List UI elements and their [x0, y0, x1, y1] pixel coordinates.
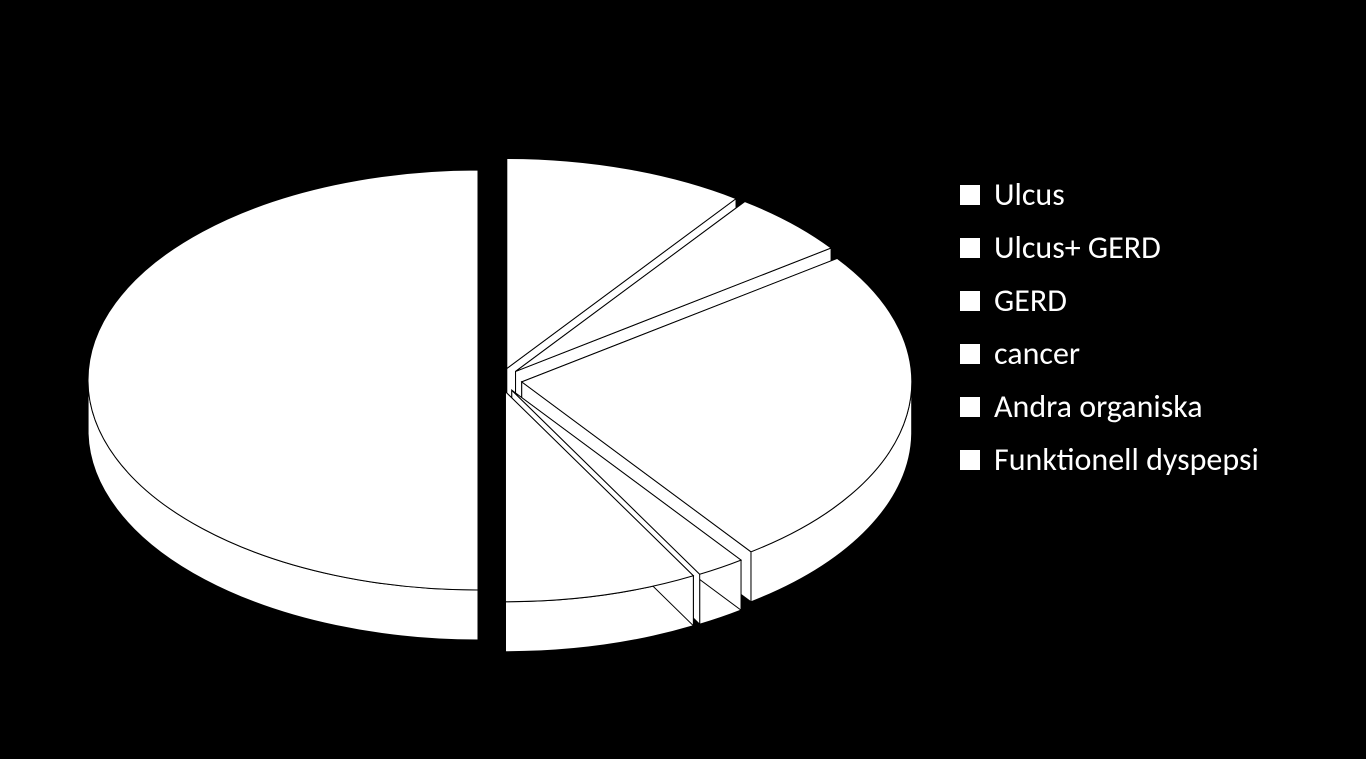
legend-swatch: [960, 450, 980, 470]
legend-item: GERD: [960, 281, 1259, 320]
legend-label: Andra organiska: [994, 387, 1203, 426]
legend-item: Andra organiska: [960, 387, 1259, 426]
legend-label: GERD: [994, 281, 1067, 320]
legend: Ulcus Ulcus+ GERD GERD cancer Andra organisk…: [960, 175, 1259, 493]
legend-item: Ulcus: [960, 175, 1259, 214]
legend-item: cancer: [960, 334, 1259, 373]
legend-label: Ulcus: [994, 175, 1065, 214]
chart-stage: Ulcus Ulcus+ GERD GERD cancer Andra organisk…: [0, 0, 1366, 759]
legend-label: cancer: [994, 334, 1080, 373]
legend-item: Ulcus+ GERD: [960, 228, 1259, 267]
legend-item: Funktionell dyspepsi: [960, 440, 1259, 479]
legend-label: Ulcus+ GERD: [994, 228, 1161, 267]
legend-swatch: [960, 291, 980, 311]
legend-swatch: [960, 185, 980, 205]
legend-swatch: [960, 238, 980, 258]
legend-swatch: [960, 344, 980, 364]
legend-swatch: [960, 397, 980, 417]
legend-label: Funktionell dyspepsi: [994, 440, 1259, 479]
